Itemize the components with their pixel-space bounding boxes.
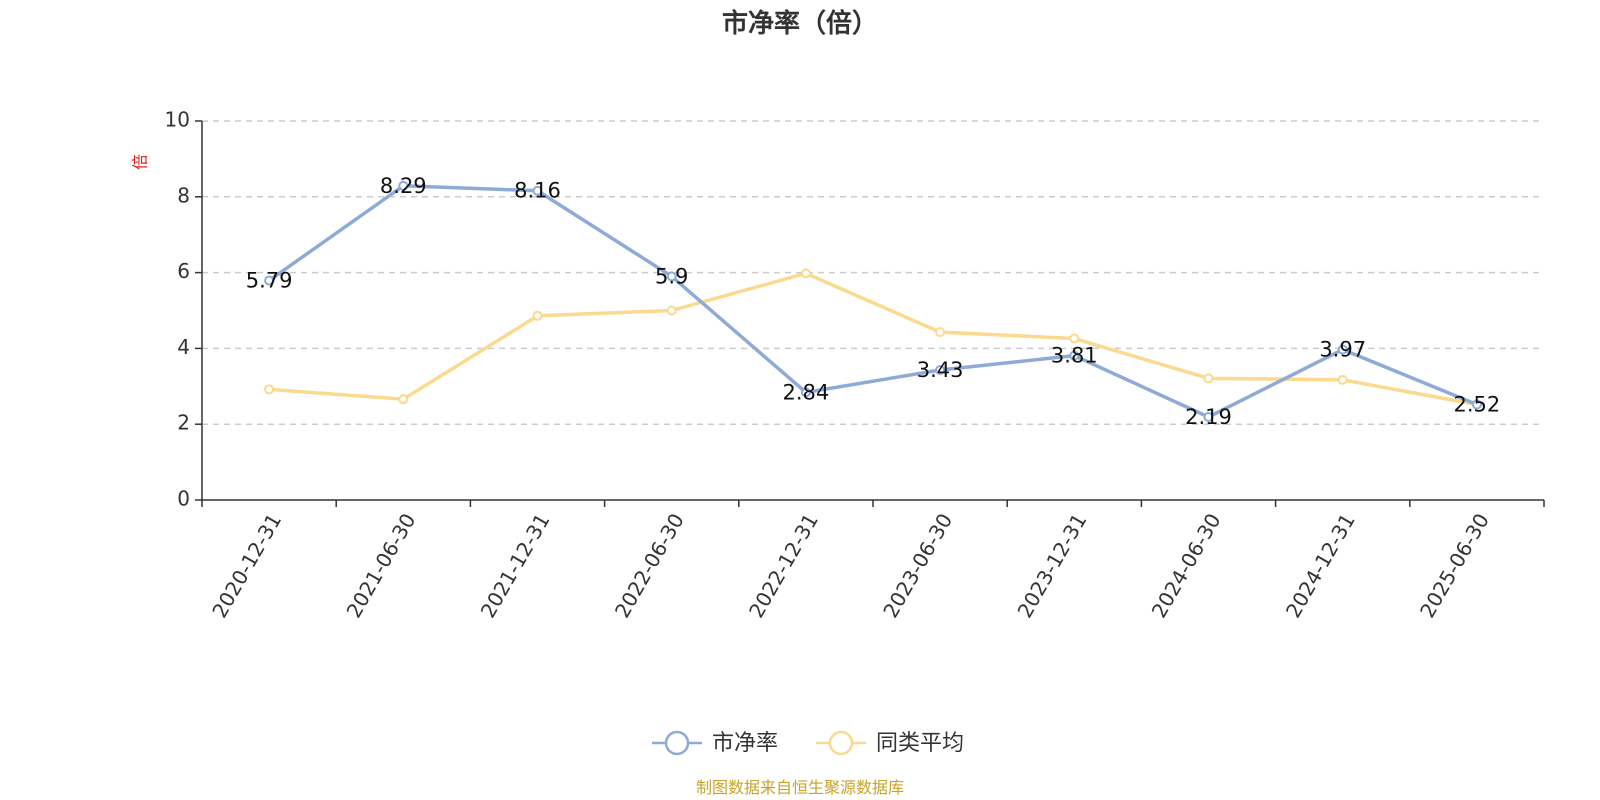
data-point[interactable]	[1203, 411, 1214, 422]
data-label: 3.43	[917, 358, 964, 382]
data-point[interactable]	[1069, 350, 1080, 361]
data-point[interactable]	[1337, 374, 1348, 385]
legend-item[interactable]: 同类平均	[816, 730, 964, 756]
data-point[interactable]	[532, 310, 543, 321]
data-label: 8.29	[380, 174, 427, 198]
data-label: 2.52	[1454, 392, 1501, 416]
data-point[interactable]	[398, 180, 409, 191]
x-axis-tick-label: 2021-06-30	[341, 509, 420, 622]
legend-label: 同类平均	[876, 731, 964, 756]
y-axis-tick-label: 2	[177, 411, 190, 435]
legend-marker	[664, 730, 690, 756]
data-point[interactable]	[800, 387, 811, 398]
data-labels: 5.79 8.29 8.16 5.9 2.84 3.43 3.81 2.19 3.97 2.52	[246, 174, 1501, 429]
x-axis-tick-label: 2021-12-31	[476, 509, 555, 622]
y-axis-tick-label: 0	[177, 487, 190, 511]
legend-item[interactable]: 市净率	[652, 730, 778, 756]
y-axis-tick-label: 4	[177, 335, 190, 359]
data-point[interactable]	[264, 384, 275, 395]
data-point[interactable]	[1069, 333, 1080, 344]
axes: 0 2 4 6 8 10 2020-12-31 2021-06-30 2021-12-31 202…	[165, 108, 1545, 622]
data-point[interactable]	[935, 365, 946, 376]
chart-title: 市净率（倍）	[722, 8, 878, 39]
legend-marker	[828, 730, 854, 756]
source-note: 制图数据来自恒生聚源数据库	[696, 778, 904, 797]
x-axis-tick-label: 2022-12-31	[744, 509, 823, 622]
data-label: 8.16	[514, 179, 561, 203]
grid-lines	[202, 120, 1544, 425]
x-axis-tick-label: 2024-12-31	[1281, 509, 1360, 622]
x-axis-tick-label: 2023-06-30	[878, 509, 957, 622]
x-axis-tick-label: 2022-06-30	[610, 509, 689, 622]
series-layer	[264, 180, 1482, 422]
data-label: 5.9	[655, 264, 688, 288]
y-axis-tick-label: 8	[177, 183, 190, 207]
data-point[interactable]	[398, 394, 409, 405]
data-point[interactable]	[1337, 344, 1348, 355]
y-axis-tick-label: 6	[177, 259, 190, 283]
data-point[interactable]	[532, 185, 543, 196]
x-axis-tick-label: 2025-06-30	[1415, 509, 1494, 622]
legend[interactable]: 市净率 同类平均	[652, 730, 964, 756]
legend-label: 市净率	[712, 731, 778, 756]
data-point[interactable]	[800, 268, 811, 279]
data-point[interactable]	[666, 271, 677, 282]
data-point[interactable]	[1471, 399, 1482, 410]
series-line	[268, 184, 1478, 419]
data-point[interactable]	[264, 275, 275, 286]
data-point[interactable]	[1203, 373, 1214, 384]
data-label: 5.79	[246, 269, 293, 293]
data-point[interactable]	[935, 327, 946, 338]
data-label: 2.84	[783, 380, 830, 404]
y-axis-tick-label: 10	[165, 108, 190, 132]
data-label: 3.97	[1319, 338, 1366, 362]
series-line	[268, 271, 1478, 407]
x-axis-tick-label: 2024-06-30	[1147, 509, 1226, 622]
y-axis-unit-label: 倍	[131, 154, 150, 170]
x-axis-tick-label: 2020-12-31	[207, 509, 286, 622]
data-label: 2.19	[1185, 405, 1232, 429]
data-label: 3.81	[1051, 344, 1098, 368]
data-point[interactable]	[666, 305, 677, 316]
x-axis-tick-label: 2023-12-31	[1012, 509, 1091, 622]
